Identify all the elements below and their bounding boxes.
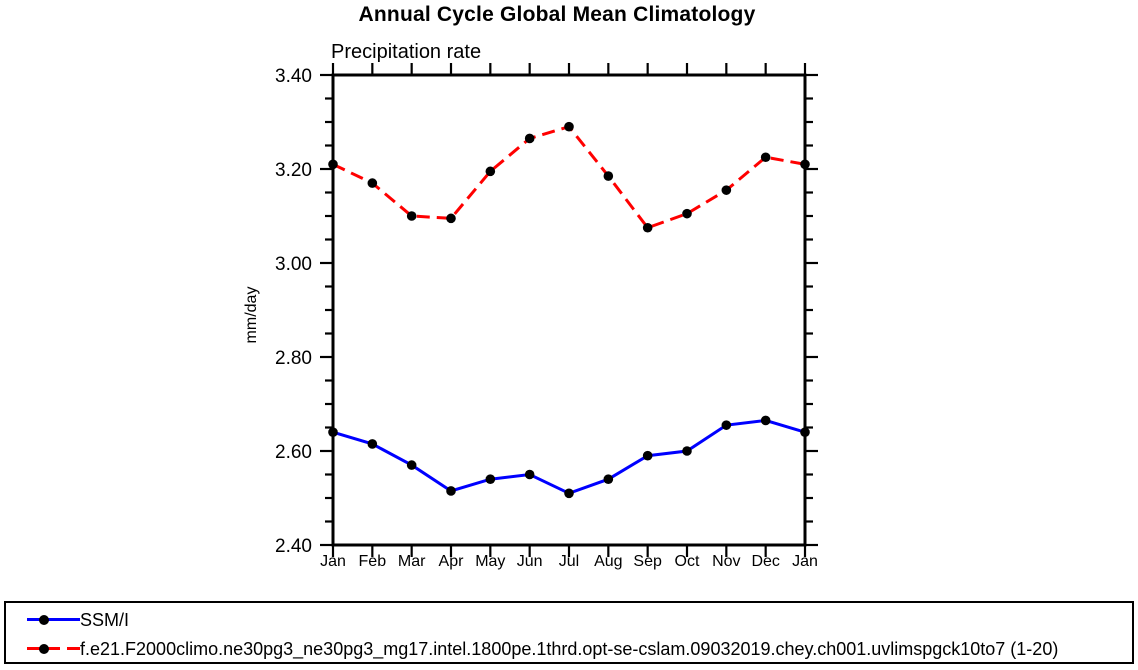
y-tick-label: 3.20 — [275, 160, 312, 181]
data-point — [603, 474, 614, 485]
x-tick-label: Mar — [398, 553, 426, 570]
data-point — [721, 420, 732, 430]
legend-line-swatch-dashed — [27, 643, 80, 654]
legend-item: SSM/I — [6, 605, 1132, 634]
data-point — [760, 415, 771, 426]
y-tick-label: 2.80 — [275, 348, 312, 369]
y-tick-label: 2.60 — [275, 442, 312, 463]
data-point — [367, 439, 378, 449]
data-point — [642, 222, 653, 233]
data-point — [485, 474, 496, 485]
data-point — [642, 450, 653, 461]
x-tick-label: May — [475, 553, 505, 570]
y-tick-label: 3.40 — [275, 66, 312, 87]
legend-box: SSM/I f.e21.F2000climo.ne30pg3_ne30pg3_m… — [4, 601, 1134, 664]
y-tick-label: 2.40 — [275, 536, 312, 557]
data-point — [682, 208, 692, 219]
data-point — [564, 488, 574, 499]
data-point — [406, 211, 417, 221]
data-point — [682, 446, 692, 456]
plot-frame — [331, 73, 807, 547]
x-axis-tick-labels: Jan Feb Mar Apr May Jun Jul Aug Sep Oct Nov Dec Jan — [320, 553, 818, 570]
data-point — [721, 185, 732, 195]
data-point — [446, 213, 456, 224]
data-point — [406, 460, 417, 470]
x-tick-label: Feb — [359, 553, 387, 570]
data-point — [328, 427, 338, 438]
data-point — [446, 486, 456, 496]
data-point — [524, 469, 535, 480]
data-point — [328, 159, 338, 170]
series-markers-0 — [328, 415, 810, 499]
x-tick-label: Aug — [594, 553, 622, 570]
legend-label: SSM/I — [80, 609, 130, 630]
x-tick-label: Jan — [320, 553, 346, 570]
x-tick-label: Jul — [559, 553, 579, 570]
y-axis-ticks — [320, 73, 818, 547]
legend-label: f.e21.F2000climo.ne30pg3_ne30pg3_mg17.in… — [80, 638, 1059, 659]
x-tick-label: Nov — [712, 553, 740, 570]
legend-item: f.e21.F2000climo.ne30pg3_ne30pg3_mg17.in… — [6, 634, 1132, 663]
data-point — [760, 152, 771, 163]
chart-subtitle: Precipitation rate — [331, 41, 482, 63]
series-line-1 — [332, 124, 806, 230]
data-point — [564, 121, 574, 132]
chart-title: Annual Cycle Global Mean Climatology — [358, 3, 756, 26]
circle-marker-icon — [39, 643, 49, 654]
x-tick-label: Oct — [675, 553, 700, 570]
x-tick-label: Jun — [517, 553, 543, 570]
x-tick-label: Jan — [792, 553, 818, 570]
data-point — [367, 178, 378, 188]
data-point — [800, 427, 810, 438]
data-point — [524, 133, 535, 144]
y-tick-label: 3.00 — [275, 254, 312, 275]
x-tick-label: Sep — [633, 553, 662, 570]
x-tick-label: Dec — [751, 553, 779, 570]
x-axis-ticks — [331, 63, 807, 557]
series-markers-1 — [328, 121, 810, 233]
data-point — [603, 171, 614, 181]
circle-marker-icon — [39, 614, 49, 625]
x-tick-label: Apr — [439, 553, 465, 570]
y-axis-tick-labels: 2.40 2.60 2.80 3.00 3.20 3.40 — [275, 66, 312, 557]
legend-line-swatch-solid — [27, 614, 80, 625]
data-point — [800, 159, 810, 170]
series-line-0 — [332, 418, 806, 495]
data-point — [485, 166, 496, 177]
